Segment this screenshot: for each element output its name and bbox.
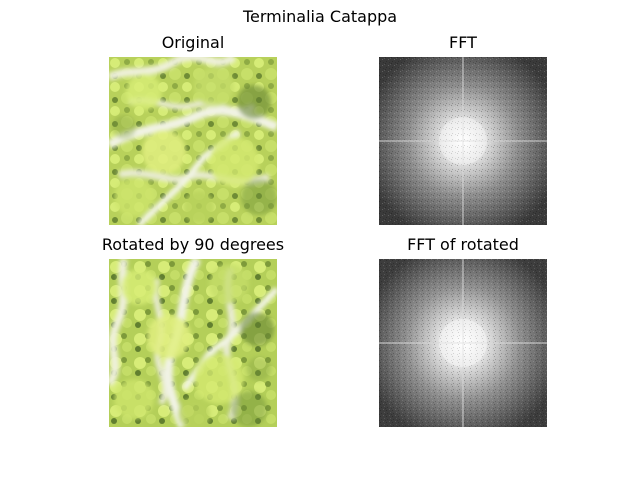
rotated-image (109, 259, 277, 427)
panel-title-original: Original (161, 33, 225, 52)
panel-title-fft: FFT (449, 33, 477, 52)
figure-title: Terminalia Catappa (242, 7, 398, 26)
panel-title-rotated: Rotated by 90 degrees (101, 235, 285, 254)
fft-rotated-image (379, 259, 547, 427)
fft-image (379, 57, 547, 225)
panel-title-fft-rotated: FFT of rotated (407, 235, 519, 254)
original-image (109, 57, 277, 225)
